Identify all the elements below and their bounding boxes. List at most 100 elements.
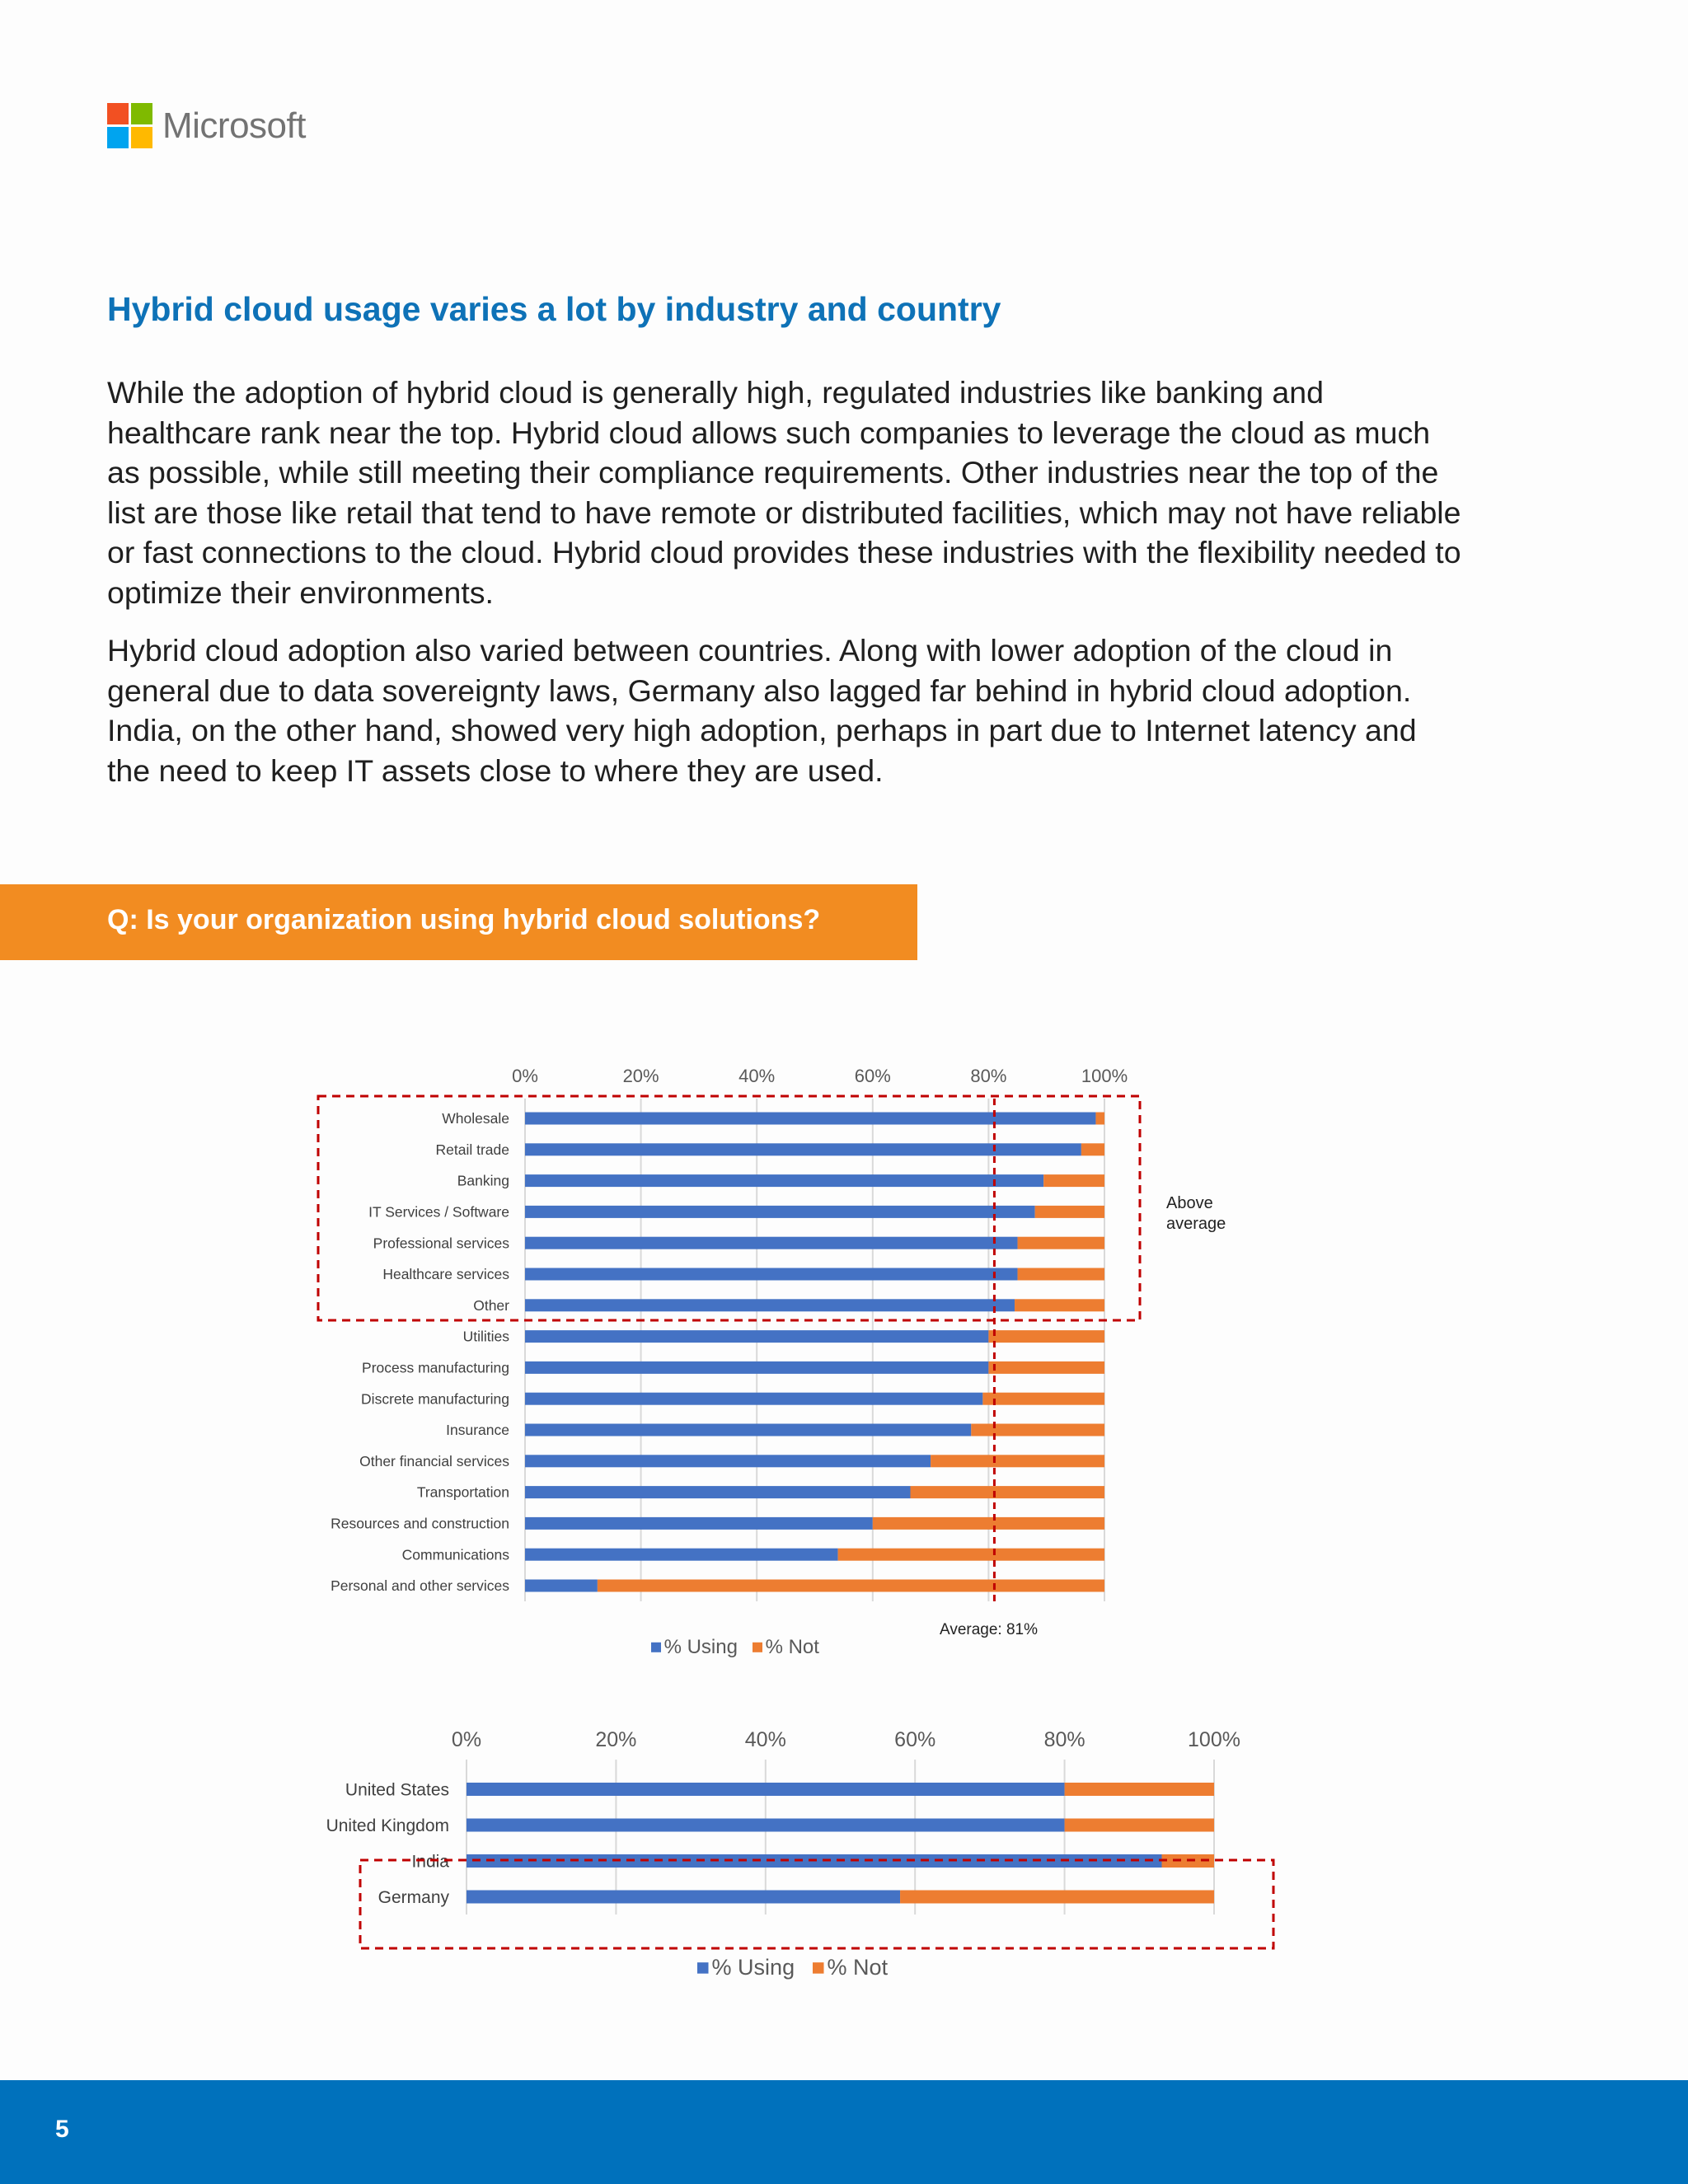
bar-not xyxy=(1015,1299,1104,1312)
category-label: United States xyxy=(345,1780,449,1799)
bar-using xyxy=(525,1361,989,1374)
average-label: Average: 81% xyxy=(940,1621,1038,1638)
above-average-highlight-box xyxy=(316,1094,1142,1322)
bar-not xyxy=(872,1516,1104,1530)
bar-using xyxy=(525,1205,1035,1218)
bar-not xyxy=(1095,1112,1104,1125)
category-label: Wholesale xyxy=(442,1110,509,1127)
x-tick-label: 80% xyxy=(970,1066,1006,1086)
bar-using xyxy=(525,1174,1044,1188)
bar-using xyxy=(467,1890,901,1904)
category-label: United Kingdom xyxy=(326,1816,449,1835)
bar-not xyxy=(982,1392,1104,1405)
x-tick-label: 100% xyxy=(1081,1066,1128,1086)
category-label: Resources and construction xyxy=(331,1516,509,1532)
bar-using xyxy=(525,1486,911,1499)
bar-not xyxy=(1064,1783,1214,1796)
bar-not xyxy=(931,1455,1104,1468)
category-label: Process manufacturing xyxy=(362,1360,509,1376)
x-tick-label: 100% xyxy=(1188,1728,1240,1751)
bar-using xyxy=(525,1112,1096,1125)
bar-using xyxy=(525,1579,598,1592)
logo-square-blue xyxy=(107,127,129,148)
paragraph-line: the need to keep IT assets close to wher… xyxy=(107,752,884,788)
x-tick-label: 60% xyxy=(894,1728,935,1751)
legend-label: % Using xyxy=(712,1955,795,1980)
paragraph-line: While the adoption of hybrid cloud is ge… xyxy=(107,375,1324,410)
bar-not xyxy=(1081,1143,1104,1156)
charts-canvas: 0% 20% 40% 60% 80% 100% Wholesale Retail trade B… xyxy=(316,1066,1275,1980)
bar-using xyxy=(525,1548,838,1561)
legend-label: % Not xyxy=(828,1955,889,1980)
bar-not xyxy=(1034,1205,1104,1218)
category-label: Healthcare services xyxy=(382,1266,509,1282)
highlight-label: average xyxy=(1166,1215,1226,1233)
category-label: Transportation xyxy=(417,1484,509,1501)
category-label: Banking xyxy=(457,1173,509,1189)
paragraph-line: healthcare rank near the top. Hybrid clo… xyxy=(107,415,1431,450)
category-label: Personal and other services xyxy=(331,1577,509,1594)
x-tick-label: 20% xyxy=(595,1728,636,1751)
bar-not xyxy=(597,1579,1104,1592)
x-tick-label: 20% xyxy=(623,1066,659,1086)
legend-swatch xyxy=(697,1962,709,1974)
paragraph-line: optimize their environments. xyxy=(107,574,494,610)
highlight-label: Above xyxy=(1166,1194,1213,1212)
microsoft-logo-icon xyxy=(107,103,152,148)
paragraph-line: Hybrid cloud adoption also varied betwee… xyxy=(107,633,1393,668)
category-label: Utilities xyxy=(463,1329,510,1345)
category-label: Germany xyxy=(378,1888,450,1907)
bar-using xyxy=(525,1143,1081,1156)
category-label: Professional services xyxy=(373,1235,510,1251)
x-tick-label: 80% xyxy=(1044,1728,1085,1751)
paragraph-line: or fast connections to the cloud. Hybrid… xyxy=(107,535,1461,569)
paragraph-1: While the adoption of hybrid cloud is ge… xyxy=(107,373,1574,612)
category-label: IT Services / Software xyxy=(368,1204,509,1221)
category-label: Other xyxy=(473,1297,509,1314)
x-tick-label: 40% xyxy=(745,1728,786,1751)
bar-using xyxy=(525,1268,1018,1281)
x-tick-label: 0% xyxy=(452,1728,481,1751)
bar-using xyxy=(525,1423,972,1436)
microsoft-logo: Microsoft xyxy=(107,103,306,148)
paragraph-line: as possible, while still meeting their c… xyxy=(107,455,1439,490)
legend-swatch xyxy=(813,1962,824,1974)
x-tick-label: 40% xyxy=(738,1066,775,1086)
logo-square-red xyxy=(107,103,129,124)
legend-swatch xyxy=(753,1642,762,1652)
page-footer: 5 xyxy=(0,2080,1688,2184)
paragraph-line: list are those like retail that tend to … xyxy=(107,494,1461,530)
paragraph-line: general due to data sovereignty laws, Ge… xyxy=(107,673,1412,708)
category-label: Discrete manufacturing xyxy=(361,1390,509,1407)
category-label: Retail trade xyxy=(436,1141,510,1158)
question-text: Q: Is your organization using hybrid clo… xyxy=(107,904,821,935)
x-tick-label: 60% xyxy=(855,1066,891,1086)
page-number: 5 xyxy=(55,2116,69,2143)
paragraph-line: India, on the other hand, showed very hi… xyxy=(107,713,1417,748)
bar-using xyxy=(467,1818,1065,1832)
bar-not xyxy=(910,1486,1104,1499)
bar-not xyxy=(1017,1236,1104,1249)
logo-square-yellow xyxy=(131,127,152,148)
bar-not xyxy=(900,1890,1214,1904)
category-label: Communications xyxy=(402,1546,510,1563)
bar-using xyxy=(525,1455,931,1468)
country-highlight-box xyxy=(359,1858,1275,1950)
bar-using xyxy=(525,1330,989,1343)
bar-not xyxy=(837,1548,1104,1561)
bar-using xyxy=(467,1783,1065,1796)
paragraph-2: Hybrid cloud adoption also varied betwee… xyxy=(107,630,1574,790)
section-heading: Hybrid cloud usage varies a lot by indus… xyxy=(107,290,1001,328)
question-banner: Q: Is your organization using hybrid clo… xyxy=(0,884,917,960)
legend-label: % Not xyxy=(766,1636,820,1658)
bar-using xyxy=(525,1236,1018,1249)
bar-using xyxy=(525,1299,1015,1312)
bar-using xyxy=(525,1516,873,1530)
bar-not xyxy=(1017,1268,1104,1281)
bar-not xyxy=(1064,1818,1214,1832)
bar-not xyxy=(988,1361,1104,1374)
logo-square-green xyxy=(131,103,152,124)
category-label: India xyxy=(411,1852,449,1871)
bar-not xyxy=(971,1423,1104,1436)
legend-label: % Using xyxy=(664,1636,738,1658)
